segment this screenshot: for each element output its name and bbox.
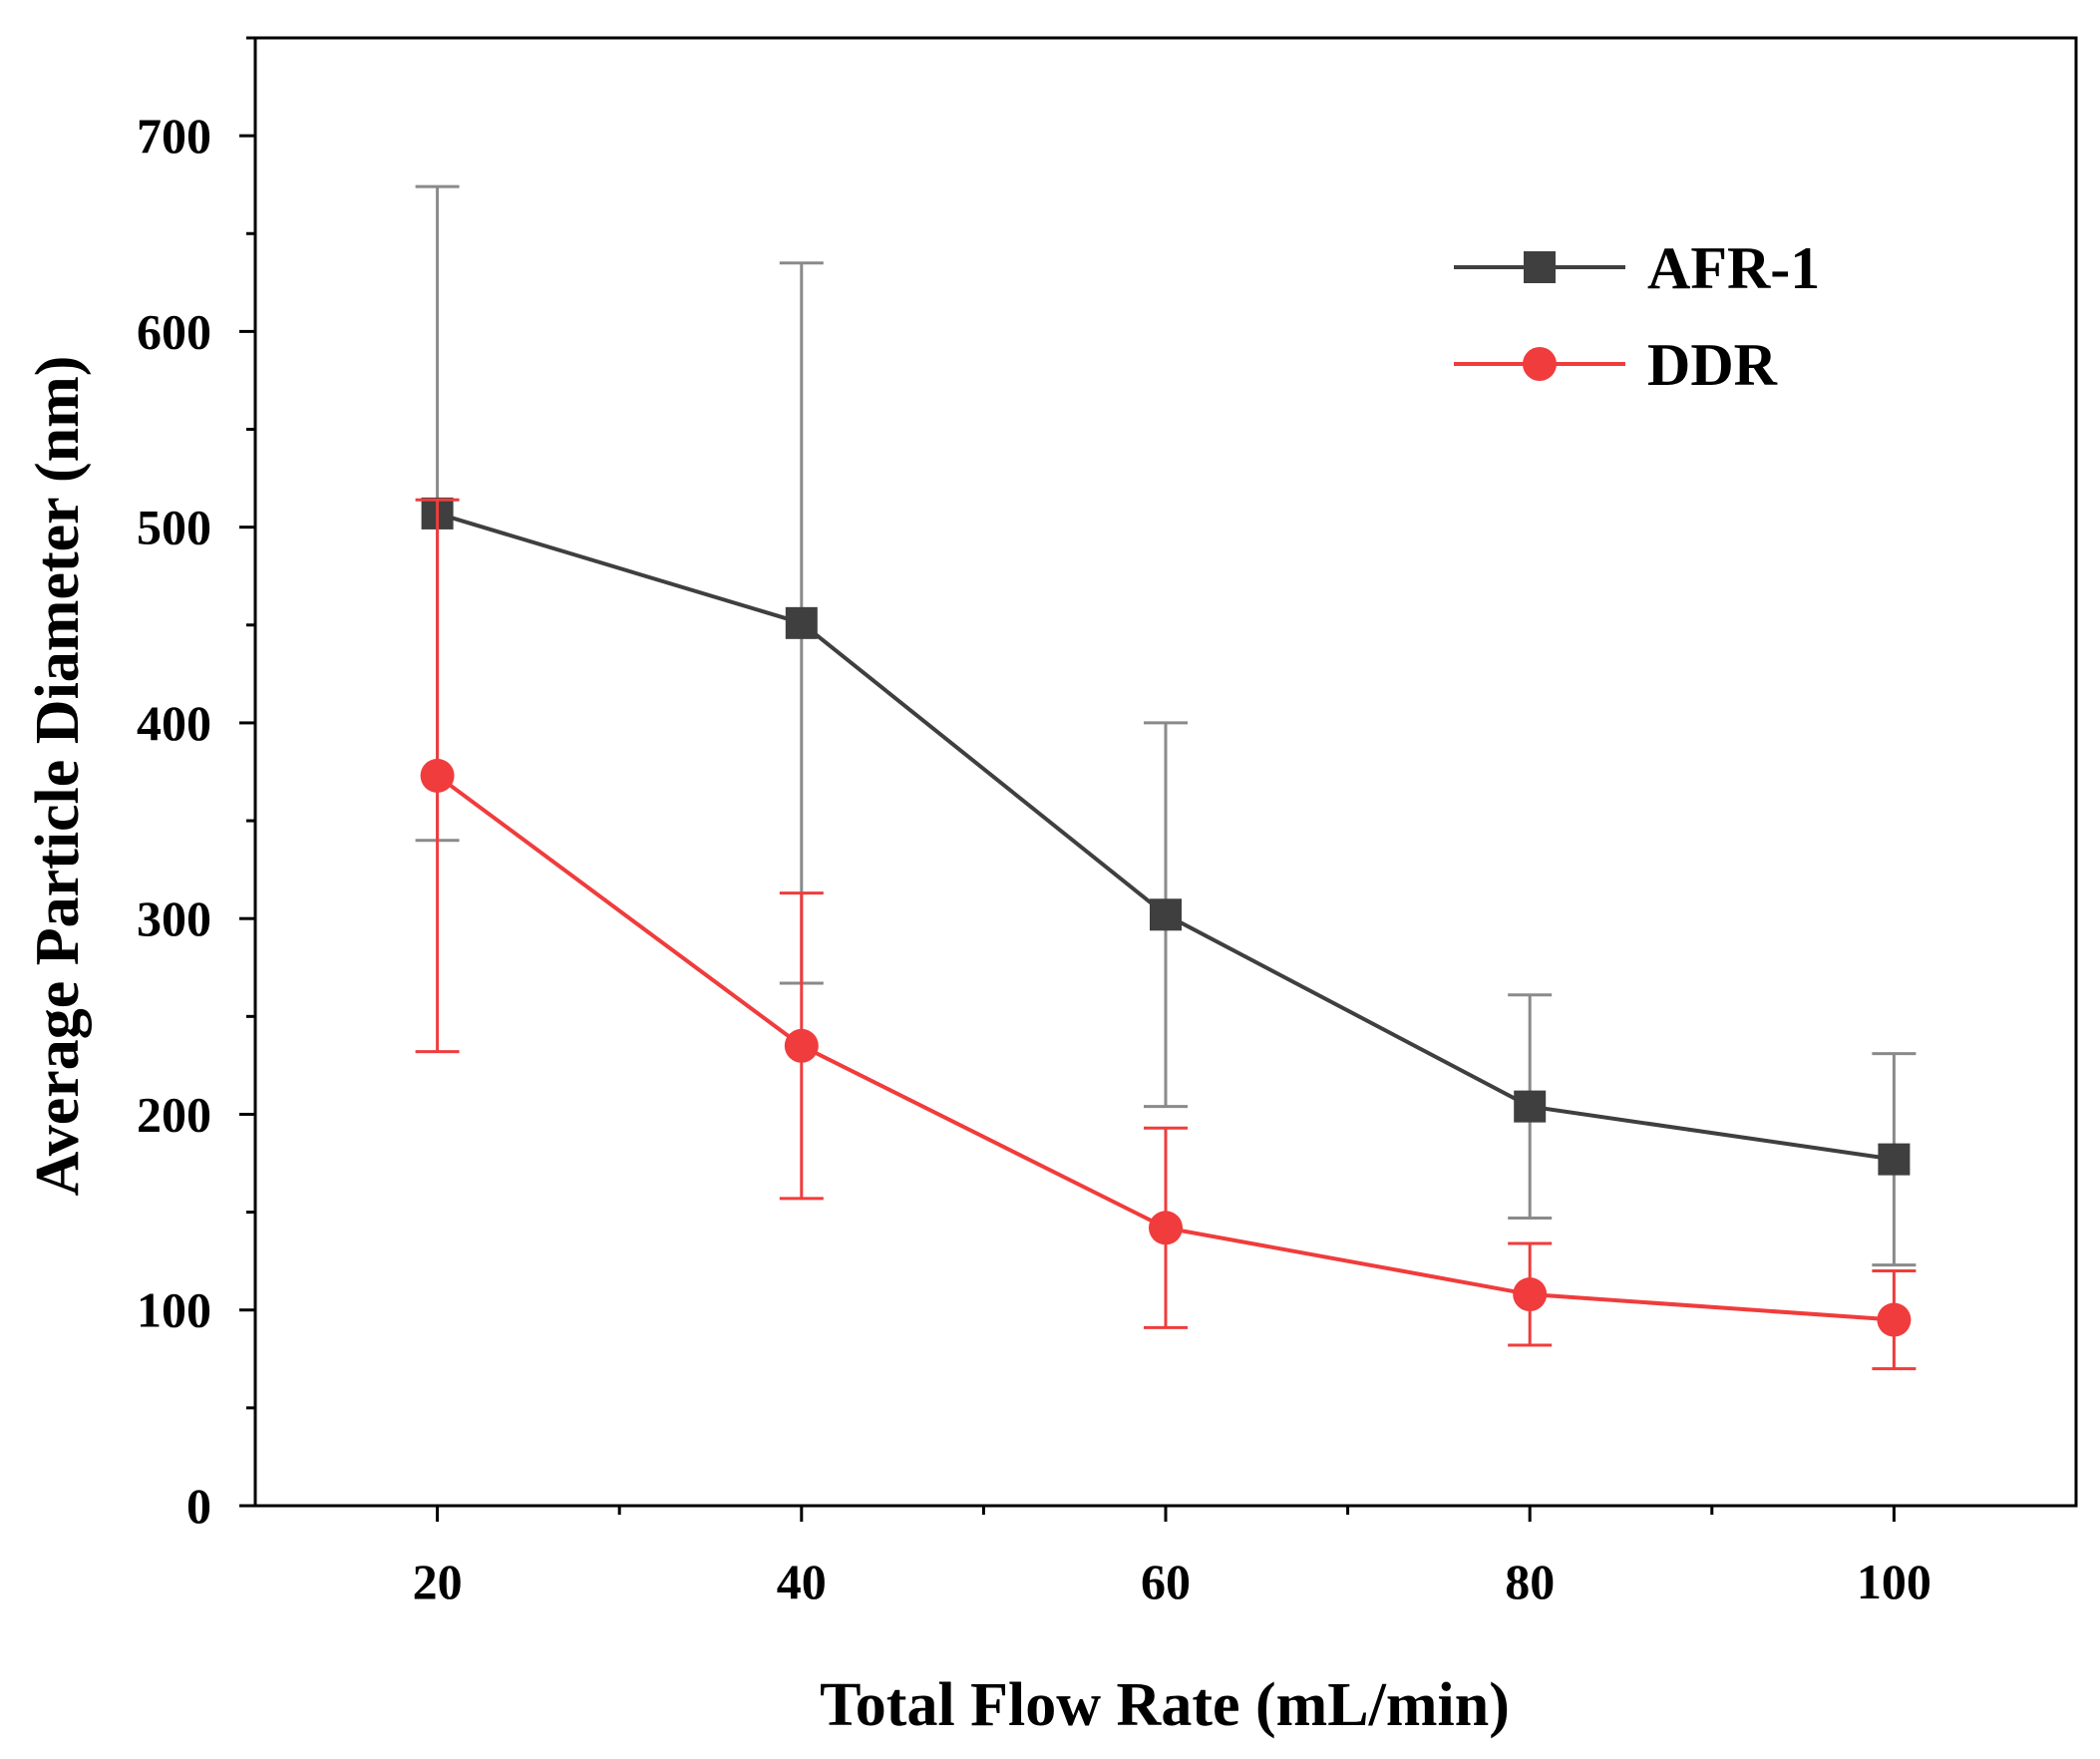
data-point-circle — [784, 1028, 819, 1063]
y-tick-label: 700 — [137, 108, 211, 164]
data-point-square — [1878, 1143, 1911, 1176]
legend-item-ddr: DDR — [1454, 332, 1778, 398]
y-tick-label: 300 — [137, 890, 211, 946]
data-point-circle — [1877, 1302, 1912, 1337]
legend-marker-square — [1524, 251, 1556, 283]
y-tick-label: 400 — [137, 695, 211, 751]
y-axis: 0 100 200 300 400 500 600 700 — [137, 36, 255, 1534]
data-point-square — [1150, 898, 1182, 931]
series-afr-1 — [415, 184, 1917, 1267]
y-tick-label: 0 — [186, 1478, 211, 1534]
data-point-square — [1514, 1090, 1547, 1123]
x-tick-label: 100 — [1857, 1554, 1931, 1609]
series-ddr — [415, 498, 1917, 1371]
x-tick-label: 40 — [777, 1554, 827, 1609]
x-axis: 20 40 60 80 100 — [413, 1506, 1931, 1609]
x-tick-label: 20 — [413, 1554, 463, 1609]
y-tick-label: 500 — [137, 500, 211, 555]
data-point-circle — [420, 758, 455, 793]
legend: AFR-1 DDR — [1454, 235, 1820, 398]
legend-item-afr-1: AFR-1 — [1454, 235, 1820, 301]
legend-label: DDR — [1647, 332, 1778, 398]
data-point-circle — [1513, 1277, 1548, 1312]
x-tick-label: 60 — [1141, 1554, 1191, 1609]
y-tick-label: 600 — [137, 303, 211, 359]
y-tick-label: 200 — [137, 1086, 211, 1142]
y-axis-title: Average Particle Diameter (nm) — [24, 356, 92, 1197]
y-tick-label: 100 — [137, 1282, 211, 1338]
series-layer — [415, 184, 1917, 1371]
legend-marker-circle — [1523, 347, 1557, 381]
x-tick-label: 80 — [1505, 1554, 1555, 1609]
data-point-square — [785, 606, 818, 639]
legend-label: AFR-1 — [1647, 235, 1820, 301]
x-axis-title: Total Flow Rate (mL/min) — [820, 1671, 1510, 1739]
data-point-circle — [1149, 1211, 1183, 1245]
